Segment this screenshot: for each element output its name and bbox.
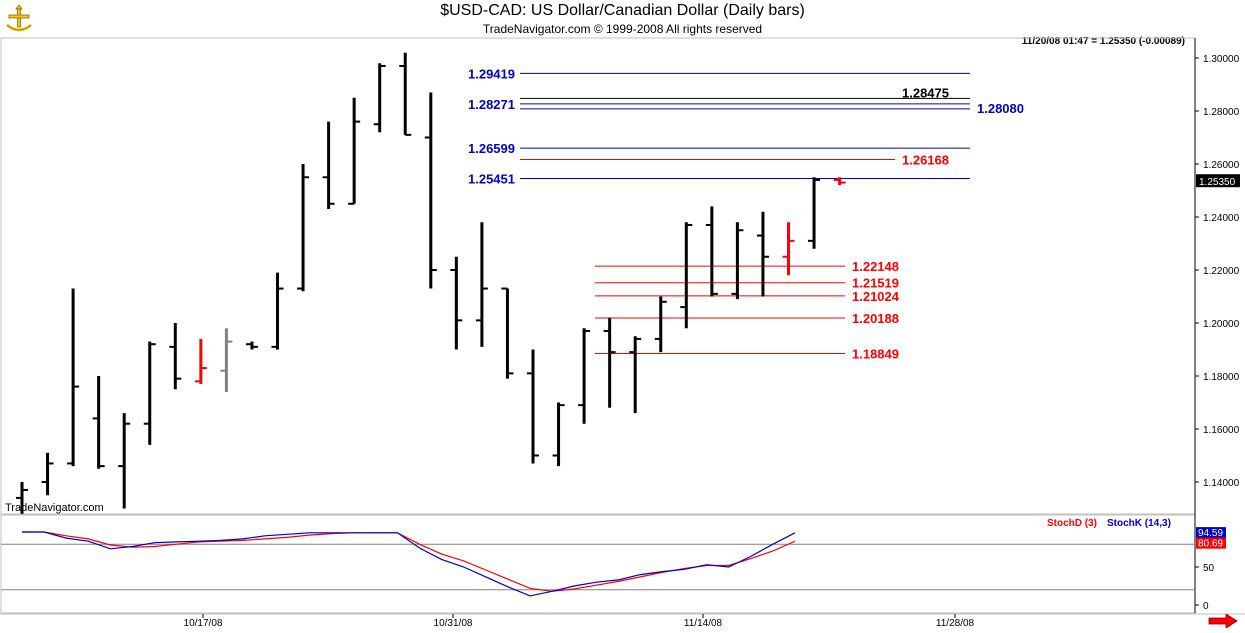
level-label-1.25451: 1.25451 — [468, 172, 515, 187]
price-tick-label: 1.28000 — [1203, 107, 1240, 118]
stoch-tick-label: 0 — [1203, 601, 1209, 612]
level-label-1.21519: 1.21519 — [852, 276, 899, 291]
price-tick-label: 1.18000 — [1203, 372, 1240, 383]
watermark: TradeNavigator.com — [5, 502, 104, 514]
price-tick-label: 1.14000 — [1203, 478, 1240, 489]
last-price-label: 1.25350 — [1199, 177, 1236, 188]
price-tick-label: 1.30000 — [1203, 54, 1240, 65]
level-label-1.22148: 1.22148 — [852, 259, 899, 274]
trade-navigator-logo-icon[interactable] — [4, 3, 34, 35]
level-label-1.21024: 1.21024 — [852, 289, 900, 304]
legend-stochd: StochD (3) — [1047, 518, 1097, 529]
stoch-tick-label: 50 — [1203, 563, 1215, 574]
last-quote: 11/20/08 01:47 = 1.25350 (-0.00089) — [1021, 36, 1185, 47]
price-tick-label: 1.16000 — [1203, 425, 1240, 436]
date-tick-label: 11/14/08 — [684, 618, 723, 629]
date-tick-label: 10/17/08 — [184, 618, 223, 629]
level-label-1.26599: 1.26599 — [468, 141, 515, 156]
stoch-series-d[interactable] — [22, 531, 796, 592]
level-label-1.28475: 1.28475 — [902, 85, 949, 100]
stochd-last-box — [1196, 537, 1226, 549]
price-tick-label: 1.24000 — [1203, 213, 1240, 224]
stochk-last-label: 94.59 — [1198, 528, 1223, 539]
date-tick-label: 11/28/08 — [936, 618, 975, 629]
scroll-right-arrow-icon[interactable] — [1208, 613, 1238, 629]
level-label-1.28271: 1.28271 — [468, 97, 515, 112]
level-label-1.26168: 1.26168 — [902, 153, 949, 168]
stochd-last-label: 80.69 — [1198, 539, 1223, 550]
copyright-subtitle: TradeNavigator.com © 1999-2008 All right… — [482, 22, 763, 36]
stoch-series-k[interactable] — [22, 531, 796, 597]
legend-stochk: StochK (14,3) — [1107, 518, 1171, 529]
level-label-1.28080: 1.28080 — [977, 101, 1024, 116]
stochk-last-box — [1196, 527, 1226, 539]
price-tick-label: 1.26000 — [1203, 160, 1240, 171]
level-label-1.18849: 1.18849 — [852, 347, 899, 362]
last-price-box — [1196, 174, 1240, 188]
price-tick-label: 1.22000 — [1203, 266, 1240, 277]
price-tick-label: 1.20000 — [1203, 319, 1240, 330]
price-panel-frame — [0, 37, 1196, 515]
level-label-1.29419: 1.29419 — [468, 66, 515, 81]
level-label-1.20188: 1.20188 — [852, 311, 899, 326]
stoch-panel-frame — [0, 514, 1196, 614]
chart-title: $USD-CAD: US Dollar/Canadian Dollar (Dai… — [440, 2, 805, 19]
date-tick-label: 10/31/08 — [434, 618, 473, 629]
